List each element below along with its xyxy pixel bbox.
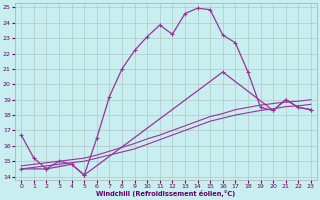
X-axis label: Windchill (Refroidissement éolien,°C): Windchill (Refroidissement éolien,°C) [96,190,236,197]
